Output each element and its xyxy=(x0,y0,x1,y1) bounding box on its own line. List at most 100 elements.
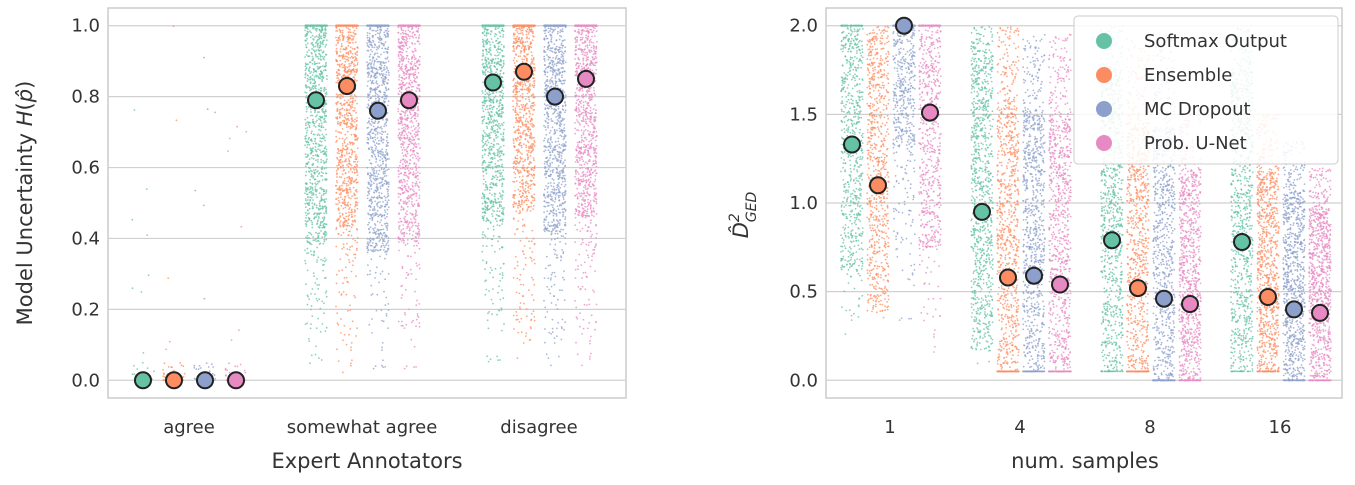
strip-point xyxy=(356,204,359,207)
strip-point xyxy=(492,58,495,61)
strip-point xyxy=(311,223,314,226)
strip-point xyxy=(493,96,496,99)
strip-point xyxy=(481,250,484,253)
strip-point xyxy=(512,45,515,47)
strip-point xyxy=(325,192,327,195)
strip-point xyxy=(322,269,324,272)
strip-point xyxy=(485,279,488,282)
strip-point xyxy=(351,359,353,362)
strip-point xyxy=(337,41,339,43)
strip-point xyxy=(325,155,328,157)
strip-point xyxy=(314,148,317,151)
strip-point xyxy=(513,171,515,174)
strip-point xyxy=(514,24,517,27)
strip-point xyxy=(366,197,369,200)
strip-point xyxy=(528,289,530,292)
strip-point xyxy=(532,196,534,199)
strip-point xyxy=(342,166,345,169)
strip-point xyxy=(516,261,519,263)
strip-point xyxy=(501,220,504,223)
strip-point xyxy=(485,65,488,68)
strip-point xyxy=(320,126,323,129)
strip-point xyxy=(323,150,325,153)
strip-point xyxy=(309,182,312,184)
strip-point xyxy=(304,174,307,177)
strip-point xyxy=(337,199,340,202)
strip-point xyxy=(350,270,353,273)
strip-point xyxy=(527,185,530,188)
strip-point xyxy=(532,77,534,79)
strip-point xyxy=(527,174,530,177)
strip-point xyxy=(305,124,307,127)
strip-point xyxy=(528,48,530,51)
strip-point xyxy=(484,208,487,211)
strip-point xyxy=(307,31,310,34)
strip-point xyxy=(526,92,529,95)
strip-point xyxy=(355,335,357,337)
strip-point xyxy=(526,182,528,185)
strip-point xyxy=(349,28,351,31)
strip-point xyxy=(309,72,312,74)
strip-point xyxy=(386,224,389,227)
strip-point xyxy=(163,362,166,365)
strip-point xyxy=(348,333,350,336)
strip-point xyxy=(350,52,352,54)
strip-point xyxy=(349,101,352,104)
strip-point xyxy=(481,24,484,27)
strip-point xyxy=(312,118,314,121)
strip-point xyxy=(319,119,322,122)
strip-point xyxy=(515,121,517,124)
strip-point xyxy=(336,164,338,167)
strip-point xyxy=(306,42,309,45)
strip-point xyxy=(486,207,489,210)
strip-point xyxy=(533,183,535,186)
strip-point xyxy=(338,34,341,37)
strip-point xyxy=(322,172,325,175)
strip-point xyxy=(530,180,533,183)
strip-point xyxy=(521,32,523,34)
strip-point xyxy=(484,73,487,75)
strip-point xyxy=(384,41,387,43)
strip-point xyxy=(530,312,533,315)
strip-point xyxy=(372,152,375,155)
strip-point xyxy=(502,121,505,124)
strip-point xyxy=(492,201,495,204)
strip-point xyxy=(142,352,145,354)
strip-point xyxy=(513,181,516,183)
strip-point xyxy=(355,168,358,171)
strip-point xyxy=(347,99,350,101)
strip-point xyxy=(520,144,523,147)
strip-point xyxy=(529,210,532,212)
strip-point xyxy=(516,314,518,317)
strip-point xyxy=(499,72,502,75)
strip-point xyxy=(490,128,493,131)
strip-point xyxy=(494,54,496,57)
strip-point xyxy=(502,135,504,138)
strip-point xyxy=(500,211,503,214)
strip-point xyxy=(517,24,520,27)
strip-point xyxy=(318,128,320,131)
strip-point xyxy=(325,93,328,96)
strip-point xyxy=(522,83,524,86)
strip-point xyxy=(342,339,344,342)
strip-point xyxy=(340,332,342,334)
strip-point xyxy=(346,101,348,104)
strip-point xyxy=(387,100,390,103)
strip-point xyxy=(310,219,313,222)
strip-point xyxy=(335,135,338,138)
strip-point xyxy=(337,121,339,123)
strip-point xyxy=(325,91,328,94)
strip-point xyxy=(501,139,504,142)
strip-point xyxy=(519,190,521,193)
strip-point xyxy=(318,144,321,146)
strip-point xyxy=(367,248,370,251)
strip-point xyxy=(486,201,489,204)
strip-point xyxy=(343,74,346,77)
strip-point xyxy=(502,138,505,141)
strip-point xyxy=(335,44,338,46)
strip-point xyxy=(321,115,324,118)
strip-point xyxy=(376,205,379,208)
strip-point xyxy=(323,199,325,202)
strip-point xyxy=(323,277,326,279)
strip-point xyxy=(349,127,352,130)
